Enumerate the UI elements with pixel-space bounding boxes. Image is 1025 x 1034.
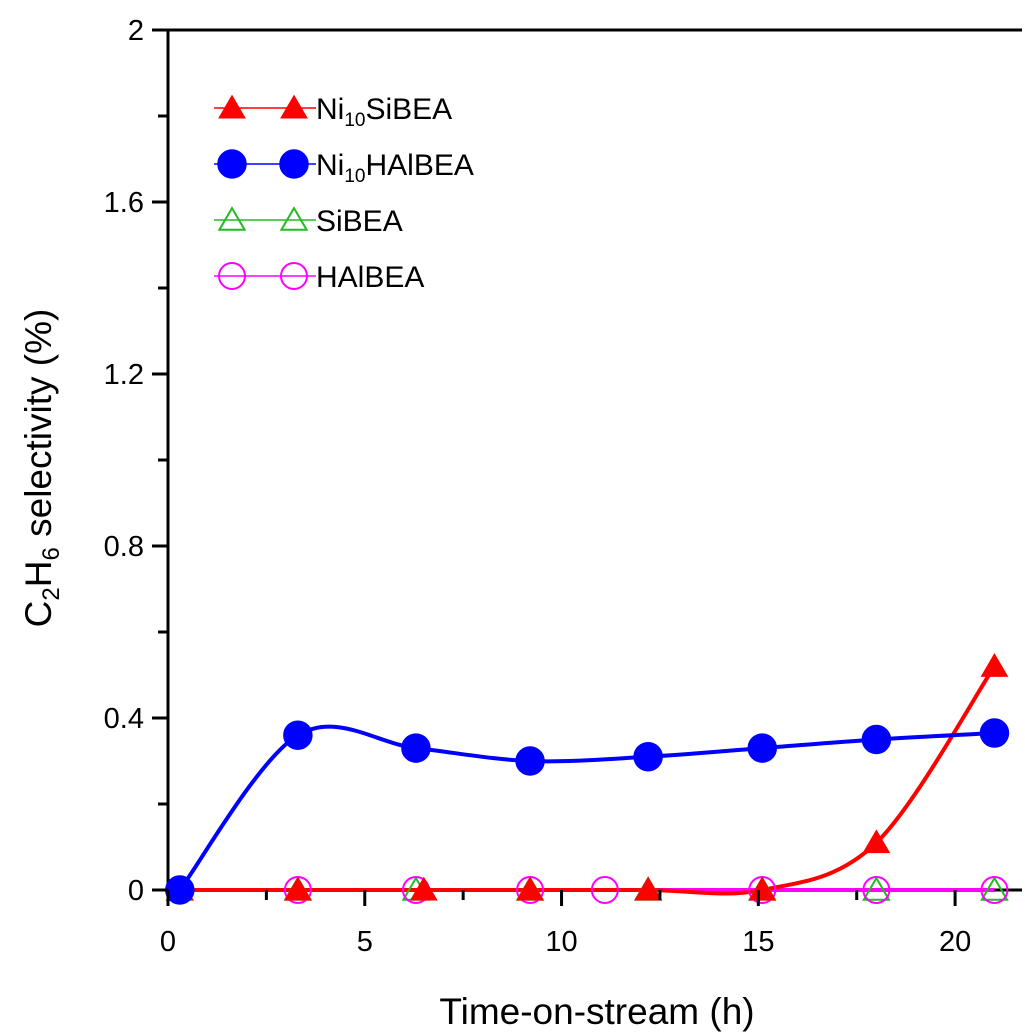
data-point-Ni10HAlBEA: [166, 876, 194, 904]
legend-label-subscript: 10: [344, 110, 365, 131]
x-tick-label: 20: [939, 926, 971, 958]
legend-label-base: Ni: [316, 93, 344, 126]
y-axis-title-suffix: selectivity (%): [18, 309, 59, 547]
legend-label-Ni10SiBEA: Ni10SiBEA: [316, 93, 452, 131]
legend-marker-Ni10HAlBEA: [218, 150, 246, 178]
y-tick-label: 1.6: [104, 187, 144, 219]
y-axis-title-sub2: 6: [38, 547, 65, 560]
x-tick-label: 5: [357, 926, 373, 958]
legend-label-rest: SiBEA: [365, 93, 452, 126]
legend-marker-Ni10SiBEA: [219, 96, 244, 118]
y-tick-label: 1.2: [104, 359, 144, 391]
legend-marker-Ni10SiBEA: [281, 96, 306, 118]
legend-marker-SiBEA: [219, 208, 244, 230]
x-tick-label: 10: [545, 926, 577, 958]
series-markers: [166, 655, 1009, 904]
data-point-Ni10HAlBEA: [980, 719, 1008, 747]
legend-marker-SiBEA: [281, 208, 306, 230]
y-axis-title-mid: H: [18, 561, 59, 588]
x-axis-title: Time-on-stream (h): [439, 991, 754, 1032]
series-line-Ni10SiBEA: [180, 666, 995, 893]
y-tick-label: 0: [128, 875, 144, 907]
legend-marker-Ni10HAlBEA: [280, 150, 308, 178]
legend-label-HAlBEA: HAlBEA: [316, 261, 424, 294]
y-axis-title: C2H6 selectivity (%): [18, 309, 65, 628]
x-tick-label: 0: [160, 926, 176, 958]
legend-label-Ni10HAlBEA: Ni10HAlBEA: [316, 149, 474, 187]
data-point-Ni10HAlBEA: [402, 734, 430, 762]
legend-label-SiBEA: SiBEA: [316, 205, 403, 238]
y-axis-title-prefix: C: [18, 601, 59, 628]
y-tick-label: 0.4: [104, 703, 144, 735]
legend-label-base: SiBEA: [316, 205, 403, 238]
data-point-Ni10HAlBEA: [862, 726, 890, 754]
data-point-Ni10SiBEA: [982, 655, 1007, 677]
data-point-Ni10HAlBEA: [748, 734, 776, 762]
legend-label-base: Ni: [316, 149, 344, 182]
data-point-Ni10HAlBEA: [284, 721, 312, 749]
y-axis-title-sub1: 2: [38, 587, 65, 600]
legend-label-subscript: 10: [344, 166, 365, 187]
y-tick-label: 2: [128, 15, 144, 47]
x-tick-label: 15: [742, 926, 774, 958]
series-curves: [180, 666, 995, 893]
legend-label-base: HAlBEA: [316, 261, 424, 294]
data-point-Ni10HAlBEA: [634, 743, 662, 771]
legend-label-rest: HAlBEA: [365, 149, 473, 182]
y-tick-label: 0.8: [104, 531, 144, 563]
data-point-Ni10HAlBEA: [516, 747, 544, 775]
